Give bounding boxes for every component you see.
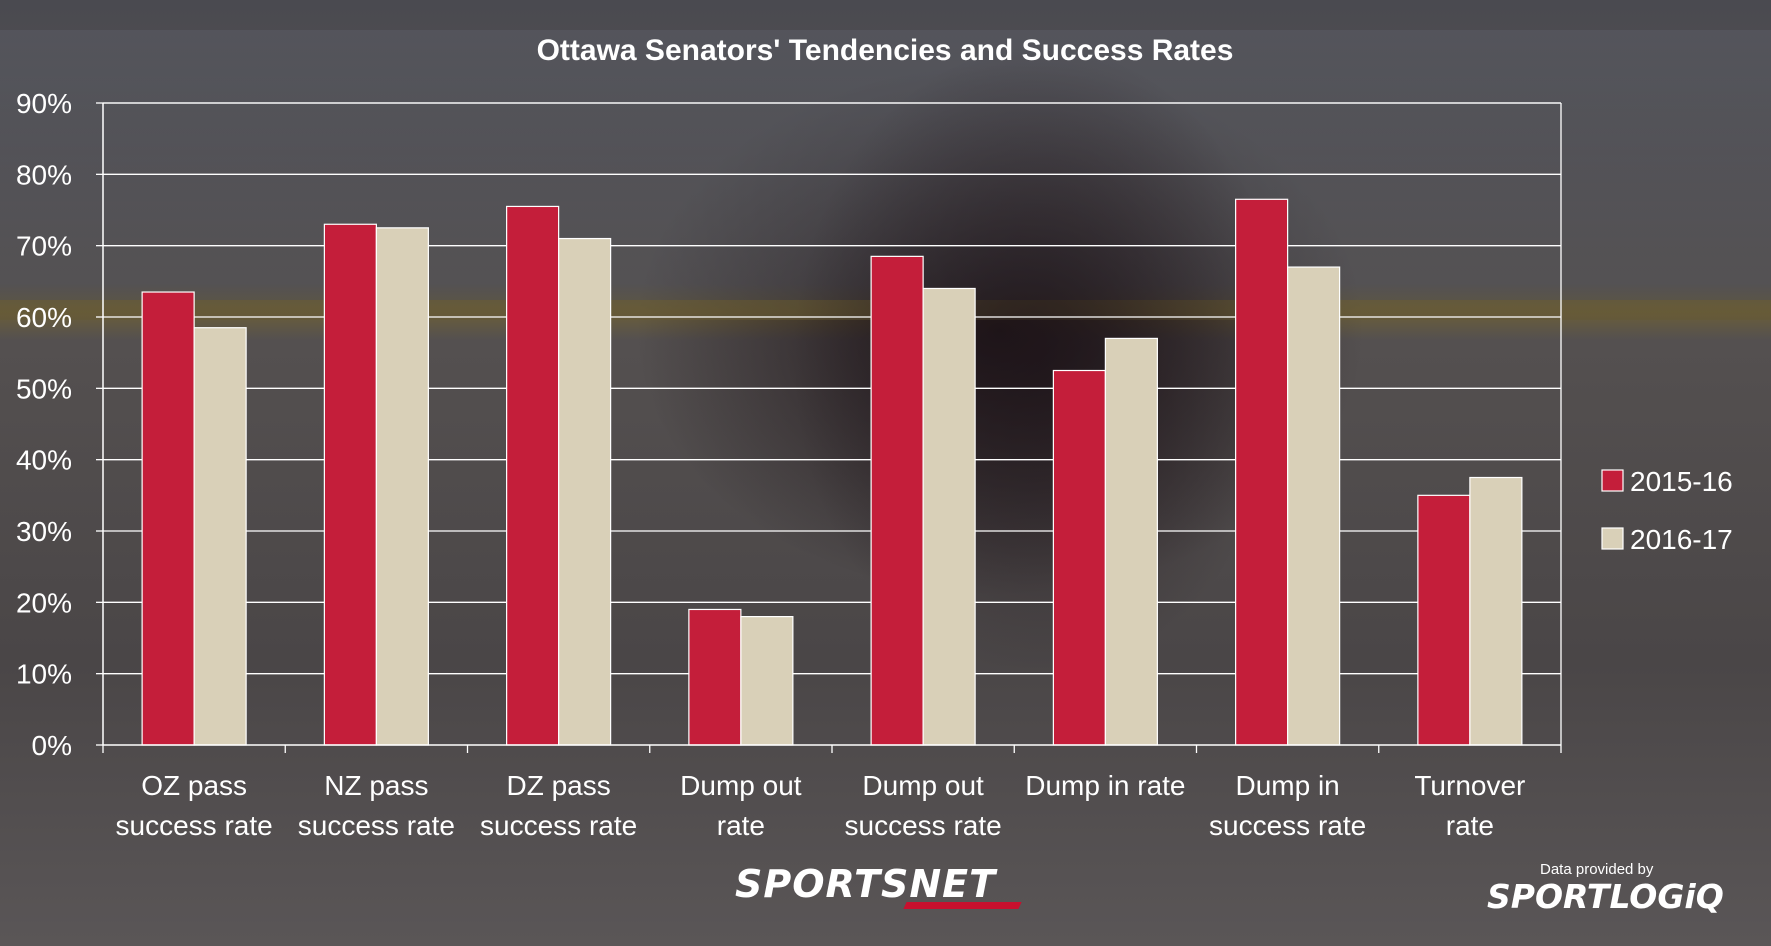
data-credit: Data provided by [1540, 861, 1654, 878]
y-tick-label: 70% [16, 231, 72, 262]
bar-2015-16-6 [1235, 198, 1289, 746]
bar-2016-17-3 [740, 615, 794, 746]
x-category-label: success rate [845, 810, 1002, 841]
x-category-label: Dump out [680, 770, 802, 801]
chart-title: Ottawa Senators' Tendencies and Success … [537, 34, 1234, 67]
x-category-label: NZ pass [324, 770, 428, 801]
y-tick-label: 40% [16, 445, 72, 476]
x-category-label: Dump in rate [1025, 770, 1185, 801]
legend: 2015-16 2016-17 [1601, 466, 1733, 555]
y-tick-label: 0% [32, 730, 72, 761]
legend-label: 2015-16 [1630, 466, 1733, 497]
bar-2015-16-7 [1417, 494, 1471, 746]
bar-2015-16-2 [506, 205, 560, 746]
legend-swatch [1601, 469, 1624, 492]
bars [141, 198, 1523, 746]
x-category-label: Turnover [1414, 770, 1525, 801]
x-category-label: success rate [480, 810, 637, 841]
sportsnet-logo: SPORTSNET [735, 862, 997, 906]
bar-2016-17-4 [922, 287, 976, 746]
y-tick-label: 20% [16, 587, 72, 618]
sportsnet-logo-swoosh [903, 902, 1022, 909]
bar-2016-17-0 [193, 327, 247, 746]
x-category-label: success rate [116, 810, 273, 841]
legend-swatch [1601, 527, 1624, 550]
y-axis-ticks: 0% 10% 20% 30% 40% 50% 60% 70% 80% 90% [16, 88, 72, 761]
bar-2015-16-4 [870, 255, 924, 746]
y-tick-label: 10% [16, 659, 72, 690]
x-category-label: OZ pass [141, 770, 247, 801]
bar-2016-17-1 [375, 227, 429, 746]
x-category-label: DZ pass [507, 770, 611, 801]
y-tick-label: 90% [16, 88, 72, 119]
y-tick-label: 80% [16, 159, 72, 190]
x-category-label: success rate [298, 810, 455, 841]
legend-label: 2016-17 [1630, 524, 1733, 555]
y-tick-label: 50% [16, 373, 72, 404]
x-category-label: rate [717, 810, 765, 841]
bar-2016-17-5 [1104, 337, 1158, 746]
sportlogiq-logo: SPORTLOGiQ [1487, 877, 1724, 916]
x-category-label: rate [1446, 810, 1494, 841]
bar-2016-17-2 [558, 237, 612, 746]
x-axis-categories: OZ pass success rate NZ pass success rate DZ… [116, 770, 1526, 841]
bar-2015-16-0 [141, 291, 195, 746]
bar-2016-17-6 [1287, 266, 1341, 746]
bar-2015-16-5 [1052, 369, 1106, 746]
x-category-label: Dump out [862, 770, 984, 801]
bar-2015-16-3 [688, 608, 742, 746]
bar-2016-17-7 [1469, 476, 1523, 746]
y-tick-label: 30% [16, 516, 72, 547]
x-category-label: Dump in [1235, 770, 1339, 801]
x-category-label: success rate [1209, 810, 1366, 841]
bar-2015-16-1 [323, 223, 377, 746]
grid-lines [96, 102, 1561, 746]
y-tick-label: 60% [16, 302, 72, 333]
axes [102, 102, 1562, 753]
